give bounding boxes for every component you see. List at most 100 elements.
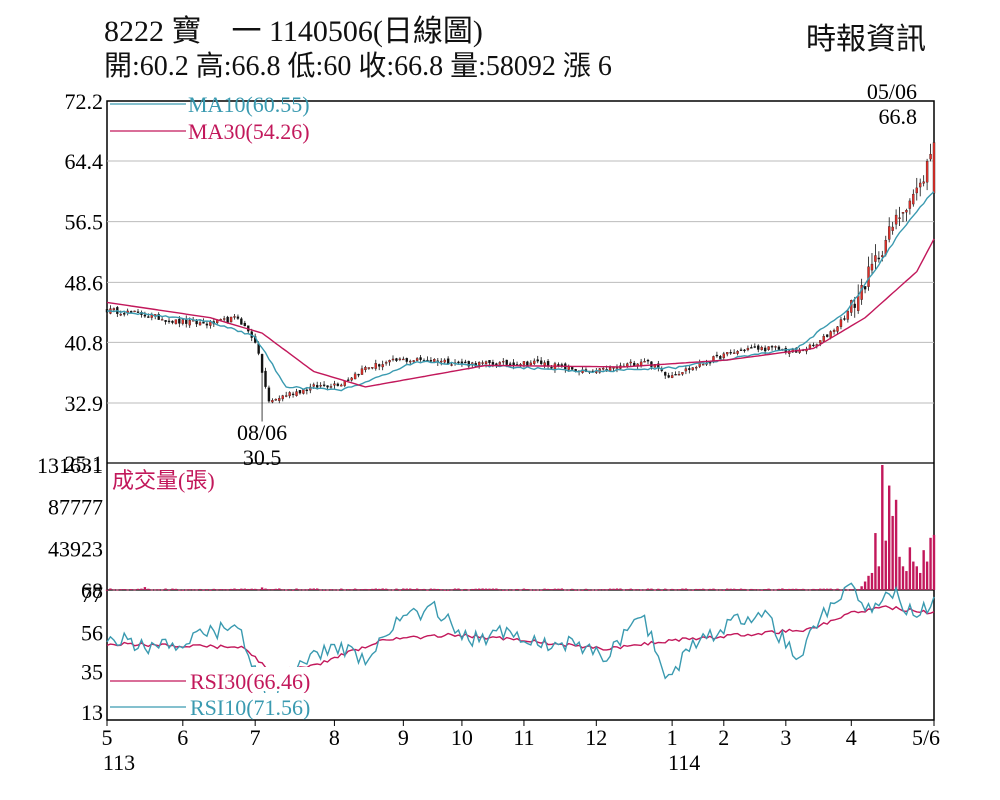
candle-body [919, 182, 922, 188]
volume-bar [481, 588, 484, 590]
volume-bar [622, 589, 626, 591]
candle-body [226, 316, 229, 323]
rsi-legend-label: RSI10(71.56) [190, 695, 310, 720]
candle-body [229, 316, 233, 323]
volume-bar [591, 589, 595, 591]
candle-body [846, 310, 850, 320]
volume-bar [129, 589, 133, 591]
candle-body [829, 331, 832, 338]
candle-body [195, 320, 198, 325]
volume-bar [884, 540, 887, 590]
candle-body [905, 210, 908, 213]
volume-bar [143, 587, 147, 590]
volume-tick-label: 68 [81, 578, 103, 603]
volume-bar [247, 588, 250, 590]
price-tick-label: 72.2 [65, 89, 104, 114]
volume-bar [491, 588, 495, 590]
volume-tick-label: 131631 [37, 453, 103, 478]
candle-body [233, 316, 236, 318]
volume-bar [471, 588, 474, 590]
volume-bar [584, 588, 588, 590]
candle-body [343, 381, 346, 386]
volume-bar [226, 589, 229, 591]
candle-body [112, 308, 116, 311]
volume-bar [839, 589, 843, 591]
volume-bar [298, 589, 302, 591]
volume-bar [829, 588, 832, 590]
rsi30-line [106, 605, 935, 673]
volume-bar [929, 537, 932, 590]
candle-body [825, 334, 829, 337]
volume-bar [460, 589, 464, 591]
x-tick-label: 7 [250, 725, 261, 750]
candle-body [429, 360, 433, 362]
volume-bar [753, 589, 757, 591]
candle-body [136, 311, 140, 313]
candle-body [384, 362, 388, 364]
volume-bar [667, 589, 670, 591]
volume-bar [336, 589, 340, 591]
candle-body [533, 360, 536, 364]
volume-bar [250, 588, 253, 590]
candle-body [484, 361, 488, 364]
price-tick-label: 64.4 [65, 149, 104, 174]
rsi-tick-label: 56 [81, 621, 103, 646]
candle-body [664, 371, 667, 376]
candle-body [529, 362, 533, 366]
volume-bar [870, 572, 874, 590]
volume-bar [898, 556, 901, 590]
candle-body [557, 364, 560, 366]
candle-body [770, 346, 774, 348]
volume-bar [464, 588, 467, 590]
candle-body [908, 200, 912, 209]
x-year-label: 113 [103, 750, 135, 775]
volume-bar [919, 572, 922, 590]
candle-body [819, 340, 822, 344]
candle-body [760, 347, 763, 351]
candle-body [877, 257, 881, 260]
volume-bar [436, 588, 440, 590]
candle-body [167, 320, 171, 323]
volume-bar [643, 589, 646, 591]
candle-body [312, 384, 315, 387]
candle-body [415, 358, 419, 361]
volume-bar [743, 588, 746, 590]
candle-body [405, 358, 408, 362]
volume-bar [794, 588, 798, 590]
volume-bar [681, 588, 684, 590]
candle-body [460, 361, 464, 364]
volume-bar [309, 588, 312, 590]
volume-bar [422, 588, 426, 590]
volume-bar [777, 588, 781, 590]
candle-body [684, 368, 688, 372]
candle-body [539, 360, 543, 364]
candle-body [633, 362, 636, 366]
candle-body [205, 323, 209, 326]
volume-bar [219, 589, 222, 591]
high-annotation-date: 05/06 [867, 79, 917, 104]
volume-bar [791, 588, 794, 590]
volume-bar [222, 589, 226, 591]
candle-body [129, 311, 133, 313]
volume-bar [433, 588, 436, 590]
volume-bar [739, 588, 743, 590]
candle-body [870, 263, 874, 271]
candle-body [316, 385, 319, 388]
volume-bar [715, 589, 719, 591]
volume-bar [205, 589, 209, 591]
candle-body [133, 310, 136, 313]
volume-bar [295, 588, 298, 590]
candle-body [639, 361, 643, 366]
candle-body [123, 313, 126, 315]
volume-bar [388, 589, 391, 591]
candle-body [371, 367, 374, 369]
volume-bar [240, 588, 243, 590]
candle-body [174, 319, 178, 324]
ma10-line [106, 191, 935, 392]
candle-body [543, 362, 546, 366]
volume-bar [819, 588, 822, 590]
volume-bar [443, 589, 446, 591]
x-tick-label: 8 [329, 725, 340, 750]
candle-body [571, 367, 574, 370]
volume-bar [281, 589, 284, 591]
